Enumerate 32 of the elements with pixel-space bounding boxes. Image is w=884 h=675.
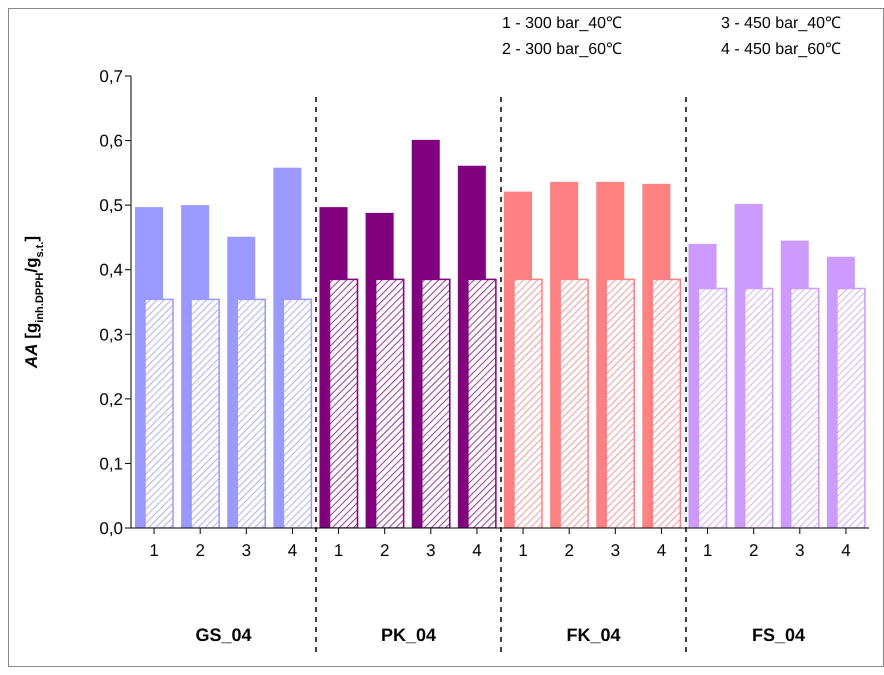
x-tick-label: 2 [380, 541, 390, 560]
y-tick-label: 0,5 [99, 196, 123, 216]
x-tick-label: 3 [242, 541, 252, 560]
x-tick-label: 1 [334, 541, 344, 560]
text: 4 - 450 bar_60℃ [721, 40, 842, 59]
text: PK_04 [380, 625, 438, 646]
x-tick-label: 1 [518, 541, 528, 560]
x-tick-label: 1 [702, 541, 712, 560]
y-tick-label: 0,6 [99, 132, 123, 151]
text: FS_04 [750, 625, 806, 646]
x-tick-label: 1 [149, 541, 159, 560]
y-tick-label: 0,2 [99, 390, 123, 409]
x-tick-label: 2 [748, 541, 758, 560]
text: GS_04 [194, 625, 253, 646]
text: 1 - 300 bar_40℃ [502, 14, 622, 33]
y-tick-label: 0,7 [99, 67, 123, 86]
x-tick-label: 2 [564, 541, 574, 560]
x-tick-label: 4 [472, 541, 482, 560]
x-tick-label: 2 [195, 541, 205, 560]
x-tick-label: 3 [610, 541, 620, 560]
text: FK_04 [565, 625, 622, 646]
x-tick-label: 4 [841, 541, 851, 560]
y-tick-label: 0,1 [99, 454, 123, 474]
x-tick-label: 4 [656, 541, 666, 560]
y-tick-label: 0,3 [99, 325, 123, 344]
text: 2 - 300 bar_60℃ [502, 40, 622, 59]
x-tick-label: 3 [426, 541, 436, 560]
x-tick-label: 4 [288, 541, 298, 560]
x-tick-label: 3 [795, 541, 805, 560]
text: 3 - 450 bar_40℃ [721, 14, 842, 33]
y-tick-label: 0,0 [99, 519, 123, 538]
y-tick-label: 0,4 [99, 260, 123, 280]
